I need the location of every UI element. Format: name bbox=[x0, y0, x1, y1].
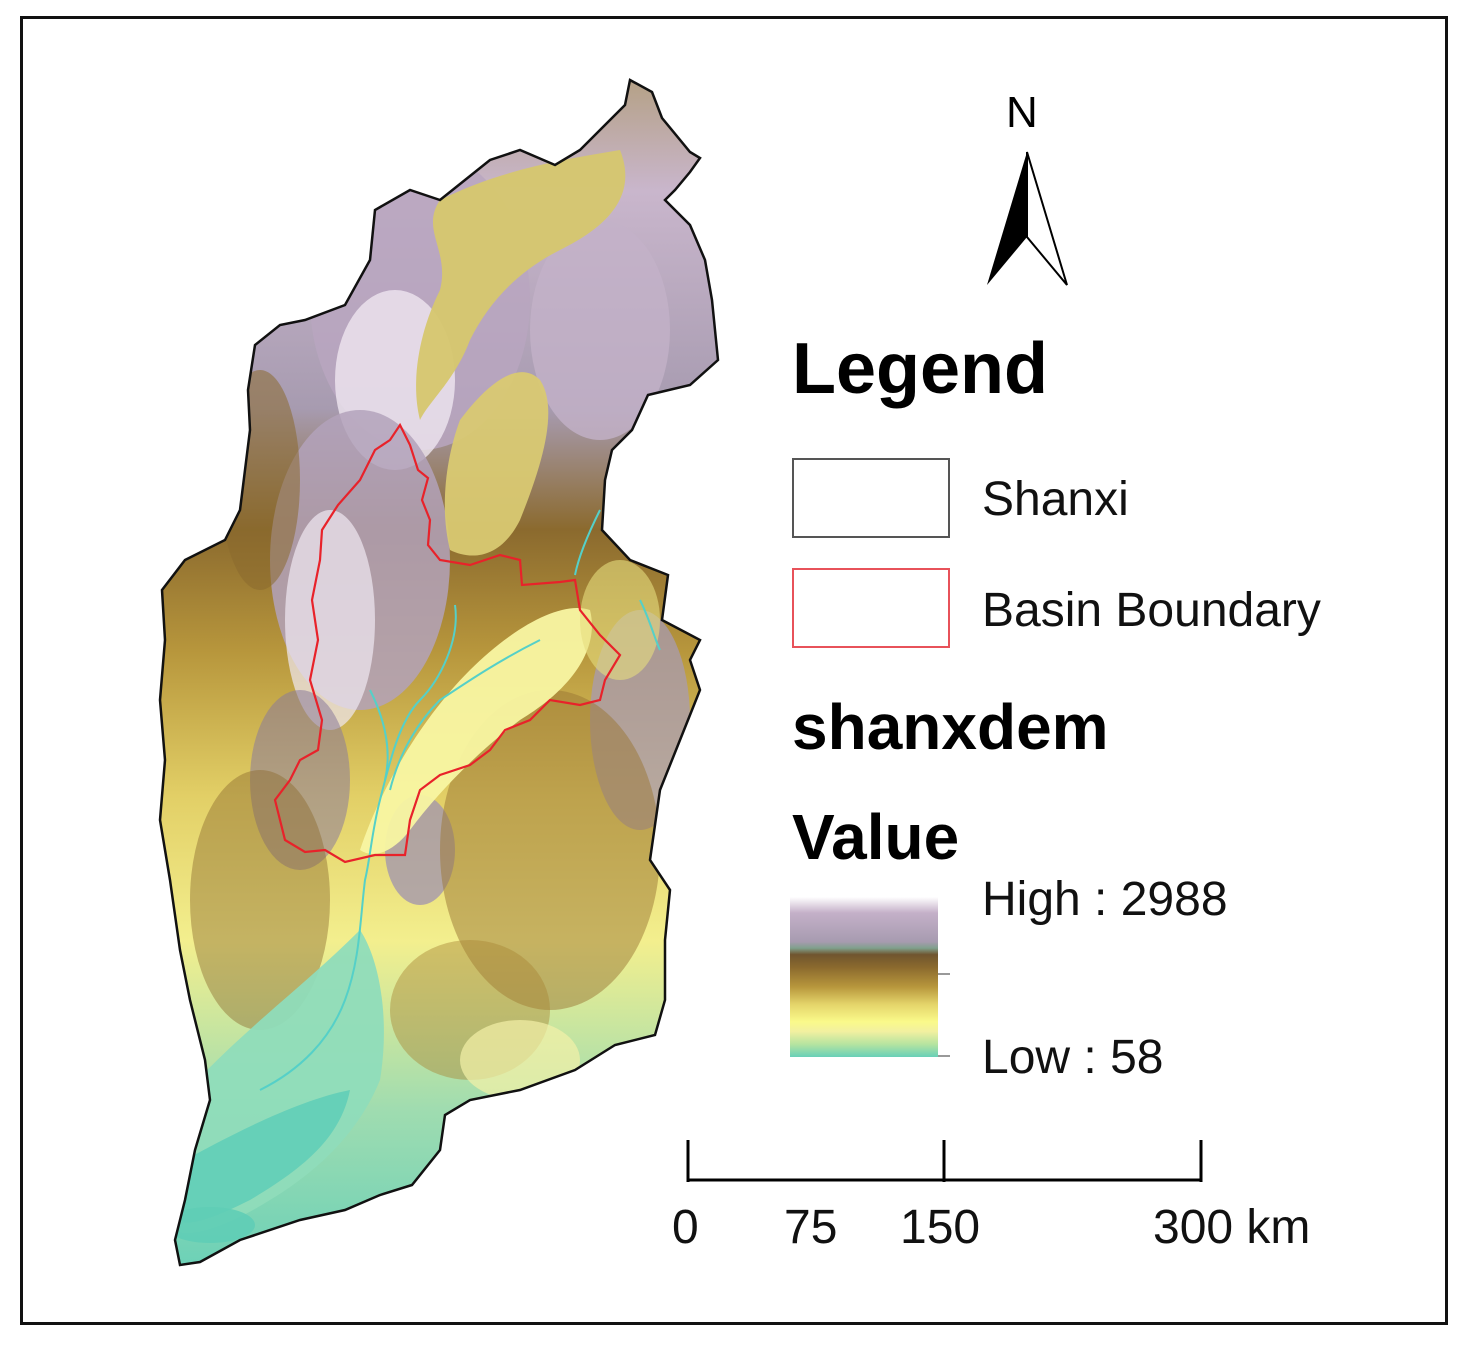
map-frame bbox=[20, 16, 1448, 1325]
legend-title: Legend bbox=[792, 329, 1049, 409]
shanxi-swatch bbox=[792, 458, 950, 538]
basin-legend-label: Basin Boundary bbox=[982, 584, 1321, 637]
north-label: N bbox=[1006, 88, 1038, 137]
scale-label-75: 75 bbox=[784, 1201, 838, 1254]
scale-label-300: 300 km bbox=[1153, 1201, 1311, 1254]
raster-field-title: Value bbox=[792, 801, 960, 873]
shanxi-legend-label: Shanxi bbox=[982, 473, 1129, 526]
ramp-tick bbox=[938, 973, 950, 975]
ramp-high-label: High : 2988 bbox=[982, 873, 1228, 926]
elevation-raster bbox=[160, 80, 718, 1265]
raster-layer-title: shanxdem bbox=[792, 691, 1109, 763]
basin-swatch bbox=[792, 568, 950, 648]
scale-bar bbox=[686, 1140, 1203, 1182]
shanxi-boundary bbox=[158, 78, 720, 1267]
ramp-tick bbox=[938, 1055, 950, 1057]
scale-label-0: 0 bbox=[672, 1201, 699, 1254]
north-arrow-icon bbox=[987, 151, 1068, 286]
basin-boundary bbox=[273, 422, 622, 864]
ramp-low-label: Low : 58 bbox=[982, 1031, 1164, 1084]
river-network bbox=[259, 509, 661, 1091]
elevation-color-ramp bbox=[790, 897, 938, 1057]
scale-label-150: 150 bbox=[900, 1201, 981, 1254]
